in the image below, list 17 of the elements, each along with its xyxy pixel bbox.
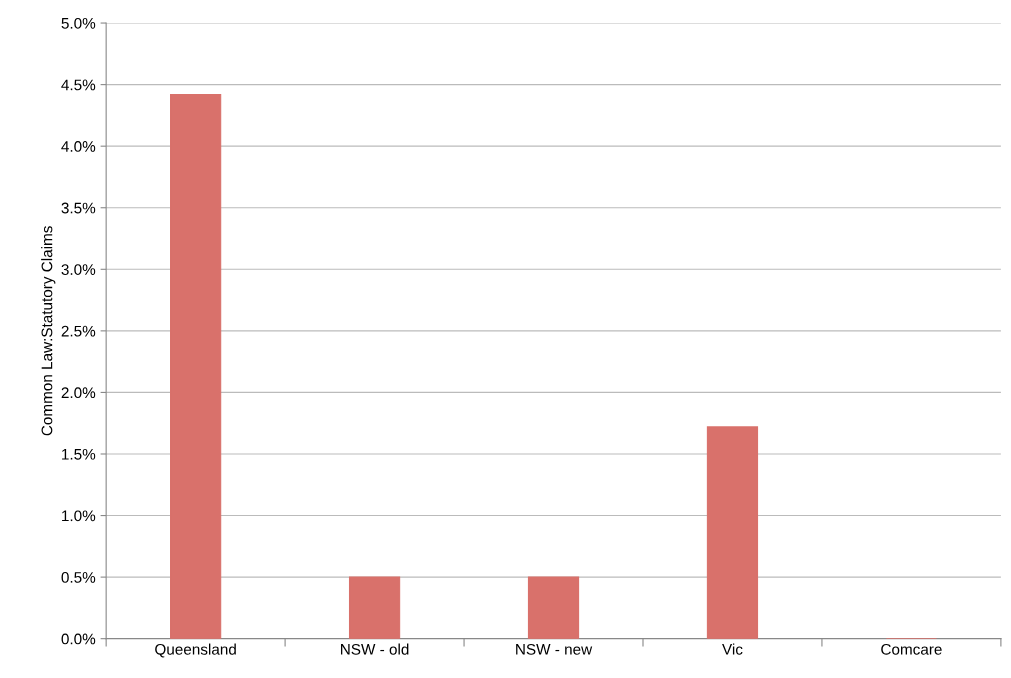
y-tick-label: 2.5% bbox=[61, 325, 96, 337]
y-tick-label: 0.5% bbox=[61, 571, 96, 583]
y-tick-label: 1.0% bbox=[62, 510, 96, 522]
x-tick-label: NSW - new bbox=[516, 643, 593, 655]
y-tick-label: 3.0% bbox=[61, 264, 96, 275]
y-axis-title: Common Law:Statutory Claims bbox=[41, 226, 56, 436]
x-tick-label: NSW - old bbox=[341, 643, 409, 655]
x-tick-label: Vic bbox=[722, 643, 743, 655]
y-tick-label: 5.0% bbox=[61, 17, 96, 29]
y-tick-label: 4.0% bbox=[61, 141, 96, 152]
x-tick-label: Queensland bbox=[155, 643, 236, 658]
y-tick-label: 4.5% bbox=[61, 79, 96, 91]
y-tick-label: 3.5% bbox=[61, 202, 96, 214]
y-tick-label: 1.5% bbox=[62, 448, 96, 460]
y-tick-label: 2.0% bbox=[61, 387, 96, 399]
y-tick-label: 0.0% bbox=[61, 633, 96, 645]
x-tick-label: Comcare bbox=[881, 643, 942, 655]
